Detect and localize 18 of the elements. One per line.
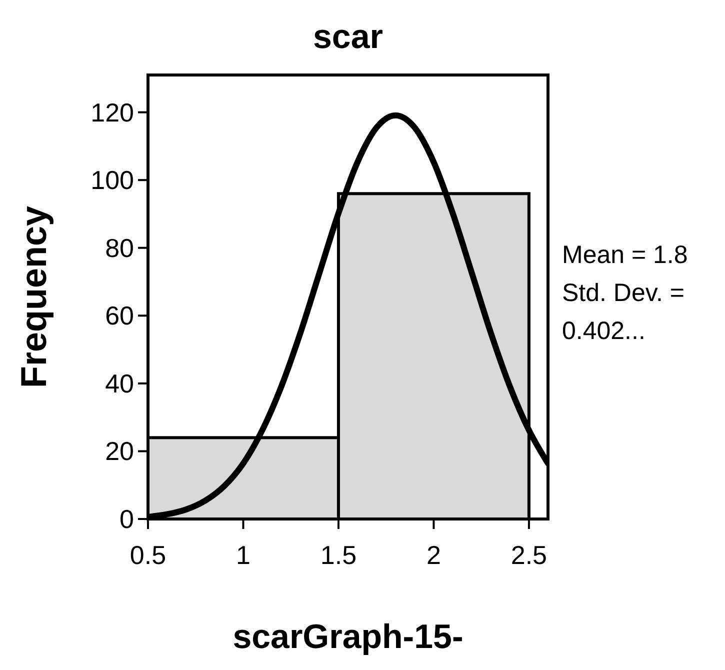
y-tick-label: 60 — [105, 300, 134, 331]
x-tick-label: 2.5 — [510, 540, 548, 570]
y-tick-label: 0 — [120, 504, 134, 534]
x-tick-label: 0.5 — [130, 540, 166, 570]
y-tick-label: 80 — [105, 232, 134, 263]
x-tick-label: 1.5 — [320, 540, 357, 570]
text: 0.402... — [562, 317, 646, 345]
y-axis-title: Frequency — [13, 206, 54, 388]
y-tick-label: 20 — [105, 436, 134, 466]
y-tick-label: 40 — [105, 368, 134, 398]
x-axis-title: scarGraph-15- — [232, 618, 464, 656]
x-tick-label: 2 — [426, 540, 441, 570]
y-tick-label: 100 — [90, 165, 134, 196]
x-tick-label: 1 — [236, 540, 250, 570]
text: Std. Dev. = — [562, 279, 685, 307]
y-tick-label: 120 — [90, 97, 134, 128]
chart-title: scar — [313, 18, 383, 56]
text: Mean = 1.8 — [562, 241, 688, 269]
